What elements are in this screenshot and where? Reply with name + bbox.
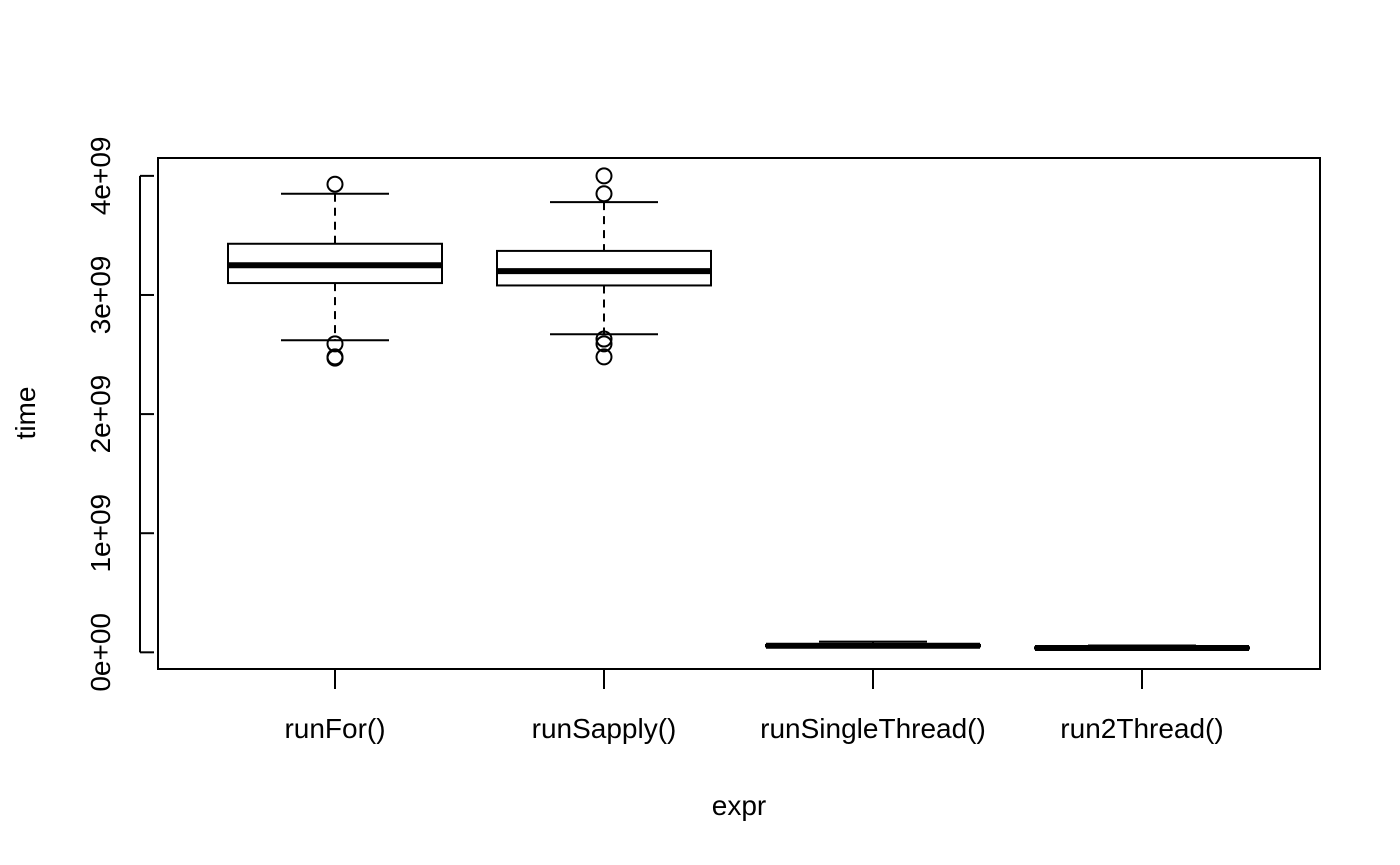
outlier-point	[595, 348, 613, 366]
x-tick-label: run2Thread()	[1060, 713, 1223, 744]
y-axis-title: time	[10, 387, 41, 440]
box-2	[765, 640, 981, 649]
y-axis: 0e+00 1e+09 2e+09 3e+09 4e+09	[85, 137, 154, 692]
box-series	[227, 167, 1250, 652]
x-tick-label: runFor()	[284, 713, 385, 744]
box-0	[227, 175, 443, 367]
box-1	[496, 167, 712, 366]
y-tick-label: 0e+00	[85, 613, 116, 692]
outlier-point	[326, 175, 344, 193]
box-3	[1034, 644, 1250, 652]
outlier-point	[595, 335, 613, 353]
x-tick-label: runSapply()	[532, 713, 677, 744]
outlier-point	[595, 167, 613, 185]
y-tick-label: 2e+09	[85, 375, 116, 454]
y-tick-label: 4e+09	[85, 137, 116, 216]
outlier-point	[326, 349, 344, 367]
x-tick-label: runSingleThread()	[760, 713, 986, 744]
plot-frame	[157, 157, 1321, 670]
outlier-point	[595, 330, 613, 348]
y-tick-label: 3e+09	[85, 256, 116, 335]
outlier-point	[595, 185, 613, 203]
y-tick-label: 1e+09	[85, 494, 116, 573]
x-axis-title: expr	[712, 790, 766, 821]
x-axis: runFor() runSapply() runSingleThread() run2…	[284, 669, 1224, 744]
